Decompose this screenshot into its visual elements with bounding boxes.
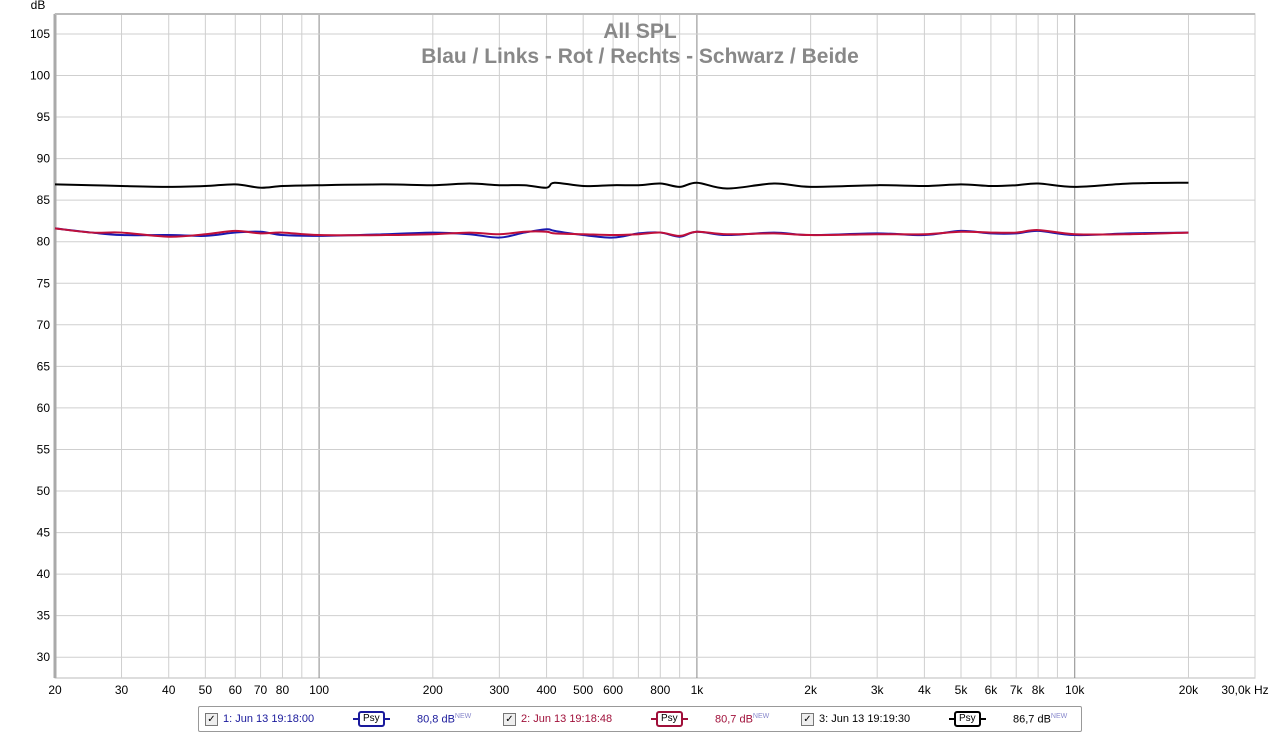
x-tick-label: 10k [1065, 683, 1085, 697]
y-tick-label: 65 [37, 359, 51, 373]
y-tick-label: 100 [30, 68, 50, 82]
x-tick-label: 800 [650, 683, 670, 697]
y-tick-label: 95 [37, 110, 51, 124]
new-badge: NEW [454, 712, 472, 720]
value-text: 86,7 dB [1013, 713, 1051, 726]
y-tick-label: 75 [37, 276, 51, 290]
chart-title: All SPL [603, 20, 677, 43]
y-tick-label: 105 [30, 27, 50, 41]
chart-subtitle: Blau / Links - Rot / Rechts - Schwarz / … [421, 45, 859, 68]
x-tick-label: 1k [691, 683, 705, 697]
y-axis-label: dB [31, 0, 46, 12]
y-tick-label: 40 [37, 567, 51, 581]
x-tick-label: 300 [489, 683, 509, 697]
plot-area [54, 13, 1256, 679]
x-tick-label: 4k [918, 683, 932, 697]
x-tick-label: 400 [537, 683, 557, 697]
legend-label: 1: Jun 13 19:18:00 [223, 713, 315, 725]
y-tick-label: 85 [37, 193, 51, 207]
checkbox[interactable]: ✓ [801, 712, 814, 726]
x-tick-label: 50 [199, 683, 213, 697]
psy-label: Psy [954, 711, 981, 727]
y-tick-label: 35 [37, 609, 51, 623]
psy-label: Psy [358, 711, 385, 727]
value-text: 80,7 dB [715, 713, 753, 726]
series-line-2 [54, 227, 1189, 238]
checkbox[interactable]: ✓ [205, 712, 218, 726]
x-tick-label: 200 [423, 683, 443, 697]
y-tick-label: 80 [37, 235, 51, 249]
new-badge: NEW [752, 712, 770, 720]
psy-smoothing-button[interactable]: Psy [949, 711, 1013, 727]
psy-smoothing-button[interactable]: Psy [353, 711, 417, 727]
x-tick-label: 60 [229, 683, 243, 697]
y-tick-label: 50 [37, 484, 51, 498]
x-tick-label: 30 [115, 683, 129, 697]
y-tick-label: 70 [37, 318, 51, 332]
legend-entry-2: ✓ 2: Jun 13 19:18:48 Psy 80,7 dBNEW [497, 707, 795, 731]
x-tick-label: 8k [1032, 683, 1046, 697]
checkbox[interactable]: ✓ [503, 712, 516, 726]
x-tick-label: 70 [254, 683, 268, 697]
legend: ✓ 1: Jun 13 19:18:00 Psy 80,8 dBNEW ✓ 2:… [198, 706, 1082, 732]
x-tick-label: 40 [162, 683, 176, 697]
value-text: 80,8 dB [417, 713, 455, 726]
new-badge: NEW [1050, 712, 1068, 720]
x-tick-label: 20 [48, 683, 62, 697]
x-tick-label: 3k [871, 683, 885, 697]
x-tick-label: 80 [276, 683, 290, 697]
y-tick-label: 90 [37, 152, 51, 166]
legend-value: 86,7 dBNEW [1013, 713, 1093, 726]
x-tick-label: 100 [309, 683, 329, 697]
legend-label: 3: Jun 13 19:19:30 [819, 713, 911, 725]
legend-value: 80,8 dBNEW [417, 713, 497, 726]
x-tick-label: 600 [603, 683, 623, 697]
spl-chart: 30 35 40 45 50 55 60 65 70 75 80 85 90 95 100 105 dB 20 30… [30, 0, 1269, 697]
y-tick-label: 55 [37, 442, 51, 456]
series-line-3 [54, 181, 1189, 190]
y-tick-label: 30 [37, 650, 51, 664]
legend-value: 80,7 dBNEW [715, 713, 795, 726]
legend-entry-3: ✓ 3: Jun 13 19:19:30 Psy 86,7 dBNEW [795, 707, 1093, 731]
x-tick-label: 30,0k Hz [1221, 683, 1268, 697]
psy-smoothing-button[interactable]: Psy [651, 711, 715, 727]
x-tick-label: 7k [1010, 683, 1024, 697]
x-tick-label: 500 [573, 683, 593, 697]
y-tick-label: 45 [37, 526, 51, 540]
legend-entry-1: ✓ 1: Jun 13 19:18:00 Psy 80,8 dBNEW [199, 707, 497, 731]
x-tick-label: 2k [804, 683, 818, 697]
x-tick-label: 20k [1179, 683, 1199, 697]
legend-label: 2: Jun 13 19:18:48 [521, 713, 613, 725]
x-tick-label: 5k [955, 683, 969, 697]
psy-label: Psy [656, 711, 683, 727]
x-tick-label: 6k [985, 683, 999, 697]
y-tick-label: 60 [37, 401, 51, 415]
